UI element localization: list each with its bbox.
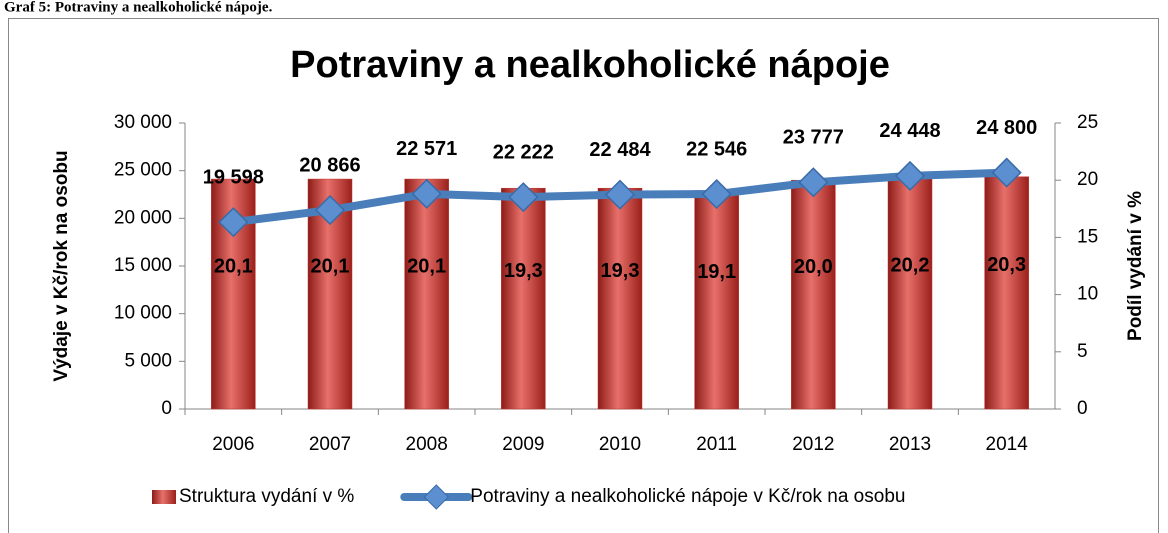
y-tick-label: 0 (161, 398, 172, 419)
legend-label: Struktura vydání v % (179, 486, 354, 507)
bar-data-label: 20,0 (794, 256, 833, 278)
line-marker (894, 160, 926, 191)
bar (404, 178, 449, 410)
x-tick-label: 2006 (212, 434, 254, 455)
line-marker (314, 195, 346, 226)
bar-data-label: 20,1 (214, 255, 253, 277)
y2-tick-label: 0 (1077, 398, 1088, 419)
legend-label: Potraviny a nealkoholické nápoje v Kč/ro… (470, 486, 905, 507)
x-tick-label: 2009 (502, 434, 544, 455)
bar-data-label: 19,1 (697, 261, 736, 283)
line-marker (508, 182, 539, 213)
line-data-label: 24 448 (879, 120, 940, 142)
line-data-label: 23 777 (783, 127, 844, 149)
bar-data-label: 20,3 (987, 254, 1026, 276)
bar-data-label: 19,3 (601, 260, 640, 282)
line-marker (701, 179, 732, 210)
bar-data-label: 20,1 (407, 255, 446, 277)
line-data-label: 24 800 (976, 117, 1037, 139)
line-marker (991, 157, 1022, 188)
y2-tick-label: 5 (1077, 341, 1088, 362)
bar-data-label: 20,1 (311, 255, 350, 277)
y2-tick-label: 25 (1077, 112, 1098, 133)
bar-data-label: 20,2 (891, 255, 930, 277)
bar (984, 176, 1029, 410)
line-marker (604, 179, 636, 210)
x-tick-label: 2008 (406, 434, 448, 455)
x-tick-label: 2014 (986, 434, 1029, 455)
y-tick-label: 30 000 (114, 112, 172, 133)
y-tick-label: 15 000 (114, 255, 172, 276)
y2-tick-label: 20 (1077, 169, 1098, 190)
line-marker (411, 178, 442, 209)
y-tick-label: 20 000 (114, 207, 172, 228)
caption: Graf 5: Potraviny a nealkoholické nápoje… (4, 0, 273, 15)
legend-swatch (152, 490, 176, 504)
chart-border (8, 18, 1159, 533)
x-tick-label: 2007 (309, 434, 351, 455)
bar (597, 187, 643, 410)
line-marker (798, 167, 829, 198)
y-tick-label: 25 000 (114, 160, 172, 181)
y2-tick-label: 15 (1077, 226, 1098, 247)
x-tick-label: 2013 (889, 434, 931, 455)
line-data-label: 22 571 (396, 138, 457, 160)
line-data-label: 22 222 (493, 141, 554, 163)
x-tick-label: 2010 (599, 434, 641, 455)
bar (791, 179, 836, 410)
bar-data-label: 19,3 (504, 260, 543, 282)
bar (694, 190, 739, 410)
chart-title: Potraviny a nealkoholické nápoje (290, 44, 890, 86)
y-tick-label: 10 000 (114, 303, 172, 324)
line-marker (218, 207, 249, 238)
y-axis-title: Výdaje v Kč/rok na osobu (51, 150, 72, 381)
line-data-label: 19 598 (203, 166, 264, 188)
y2-tick-label: 10 (1077, 284, 1098, 305)
legend-marker (423, 484, 450, 510)
bar (501, 187, 546, 410)
bar (887, 177, 933, 410)
x-tick-label: 2012 (792, 434, 834, 455)
line-data-label: 22 484 (589, 139, 651, 161)
line-data-label: 20 866 (299, 154, 360, 176)
y2-axis-title: Podíl vydání v % (1125, 191, 1146, 341)
x-tick-label: 2011 (696, 434, 737, 455)
line-data-label: 22 546 (686, 138, 747, 160)
y-tick-label: 5 000 (124, 350, 172, 371)
